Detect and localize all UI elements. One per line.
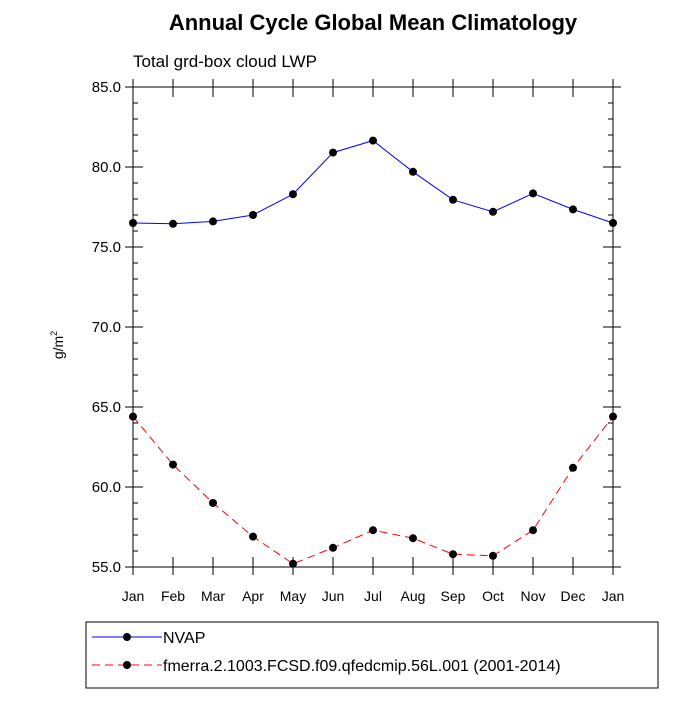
series-point-0 <box>529 189 537 198</box>
series-point-0 <box>369 136 377 145</box>
y-tick-label: 65.0 <box>92 399 121 416</box>
x-tick-label: Apr <box>242 588 264 604</box>
x-tick-label: Dec <box>561 588 586 604</box>
series-point-0 <box>409 167 417 176</box>
series-point-1 <box>289 559 297 568</box>
legend-marker-nvap <box>123 633 131 641</box>
series-point-1 <box>529 526 537 535</box>
series-point-0 <box>289 190 297 199</box>
x-tick-label: Sep <box>441 588 466 604</box>
legend-box <box>85 621 659 689</box>
series-point-1 <box>369 526 377 535</box>
chart-title: Annual Cycle Global Mean Climatology <box>169 10 578 35</box>
series-point-1 <box>209 499 217 507</box>
series-layer <box>129 136 617 568</box>
x-tick-label: Jul <box>364 588 382 604</box>
legend-label-model: fmerra.2.1003.FCSD.f09.qfedcmip.56L.001 … <box>163 658 561 675</box>
legend: NVAP fmerra.2.1003.FCSD.f09.qfedcmip.56L… <box>85 621 659 689</box>
y-tick-label: 75.0 <box>92 239 121 256</box>
x-tick-label: Aug <box>401 588 426 604</box>
y-axis-label-text: g/m <box>50 336 66 359</box>
y-tick-label: 60.0 <box>92 479 121 496</box>
chart-subtitle: Total grd-box cloud LWP <box>133 52 317 71</box>
series-point-0 <box>209 217 217 226</box>
x-tick-label: Jan <box>602 588 625 604</box>
series-point-0 <box>489 207 497 216</box>
series-line-1 <box>132 416 614 565</box>
x-tick-label: Feb <box>161 588 185 604</box>
x-tick-label: May <box>280 588 306 604</box>
series-point-0 <box>449 195 457 204</box>
y-axis-label: g/m2 <box>49 331 66 359</box>
legend-marker-model <box>123 661 131 669</box>
series-point-1 <box>329 543 337 552</box>
series-point-1 <box>169 460 177 469</box>
plot-frame <box>132 86 614 568</box>
series-point-1 <box>449 550 457 559</box>
series-point-0 <box>329 148 337 157</box>
x-tick-label: Jan <box>122 588 145 604</box>
series-point-1 <box>409 534 417 543</box>
series-point-1 <box>489 551 497 560</box>
series-point-0 <box>569 205 577 214</box>
y-tick-label: 70.0 <box>92 319 121 336</box>
series-point-0 <box>169 219 177 228</box>
series-point-1 <box>569 463 577 472</box>
y-tick-label: 55.0 <box>92 559 121 576</box>
series-point-1 <box>249 532 257 541</box>
series-point-0 <box>249 211 257 219</box>
y-tick-label: 80.0 <box>92 159 121 176</box>
y-axis-label-superscript: 2 <box>49 331 59 336</box>
x-tick-label: Jun <box>322 588 345 604</box>
x-tick-label: Nov <box>521 588 546 604</box>
series-line-0 <box>132 140 614 225</box>
x-tick-label: Oct <box>482 588 504 604</box>
legend-label-nvap: NVAP <box>163 630 205 647</box>
y-tick-label: 85.0 <box>92 79 121 96</box>
x-tick-label: Mar <box>201 588 225 604</box>
